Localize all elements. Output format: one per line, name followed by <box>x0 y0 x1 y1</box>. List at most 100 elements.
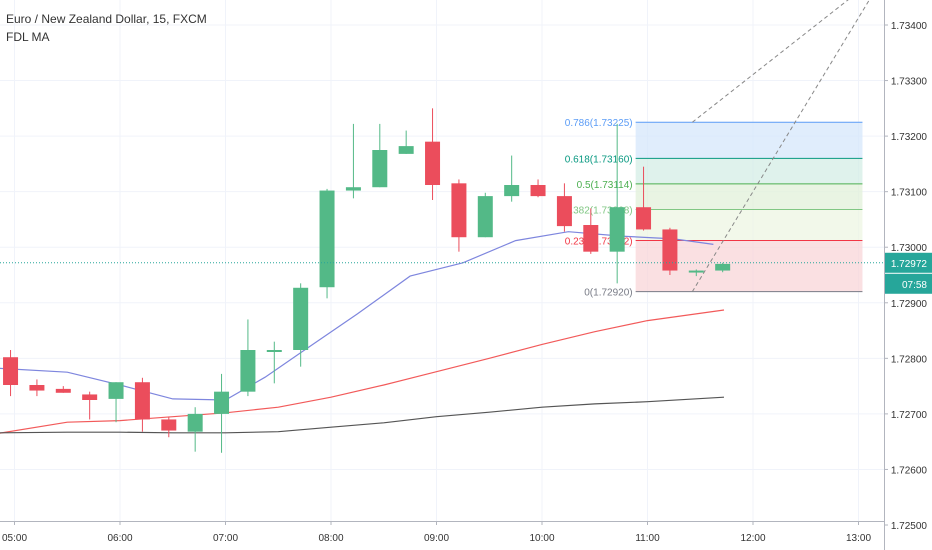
time-tick-label: 11:00 <box>635 533 660 544</box>
countdown-badge <box>885 273 932 294</box>
time-tick-label: 09:00 <box>424 533 449 544</box>
fib-zone <box>635 183 863 210</box>
last-price-label: 1.72972 <box>891 259 928 270</box>
candle-body <box>187 413 203 432</box>
candle <box>266 341 282 384</box>
candle <box>345 123 361 199</box>
candle-body <box>108 382 124 399</box>
candle-body <box>583 225 599 252</box>
candle <box>29 379 45 397</box>
fib-trend-line <box>691 0 870 292</box>
price-axis[interactable]: 1.72500 1.72600 1.72700 1.72800 1.72900 1.730… <box>884 0 932 550</box>
candle <box>82 391 98 420</box>
candle <box>425 108 441 200</box>
price-tick-label: 1.73200 <box>891 132 928 143</box>
candle <box>477 192 493 238</box>
time-axis[interactable]: 05:00 06:00 07:00 08:00 09:00 10:00 11:00 12:00… <box>0 521 884 550</box>
candle-body <box>556 196 572 227</box>
fib-level-label: 0(1.72920) <box>584 288 632 299</box>
candle <box>134 377 150 432</box>
candle <box>187 407 203 452</box>
fib-zone <box>635 122 863 159</box>
fibonacci-retracement[interactable]: 0.786(1.73225) 0.618(1.73160) 0.5(1.73114)… <box>565 0 875 299</box>
candle-body <box>688 270 704 273</box>
time-tick-label: 13:00 <box>846 533 871 544</box>
candle <box>372 123 388 188</box>
candle-body <box>715 263 731 271</box>
price-tick-label: 1.73100 <box>891 188 928 199</box>
candle-body <box>530 185 546 197</box>
candle <box>504 155 520 202</box>
candle-body <box>82 394 98 400</box>
indicator-label[interactable]: FDL MA <box>6 30 50 44</box>
candle-body <box>504 185 520 197</box>
candle <box>451 179 467 252</box>
time-tick-label: 06:00 <box>107 533 132 544</box>
last-price-badge <box>885 252 932 273</box>
candle <box>688 269 704 277</box>
candle <box>583 208 599 254</box>
fib-level-label: 0.5(1.73114) <box>577 180 633 191</box>
candle-body <box>398 146 414 154</box>
candle-body <box>266 350 282 352</box>
chart-legend: Euro / New Zealand Dollar, 15, FXCM FDL … <box>6 10 207 46</box>
candle-body <box>55 388 71 393</box>
candle <box>108 382 124 423</box>
price-tick-label: 1.73400 <box>891 21 928 32</box>
candle-body <box>372 150 388 188</box>
candle-body <box>29 385 45 391</box>
time-tick-label: 05:00 <box>2 533 27 544</box>
fib-level-label: 0.786(1.73225) <box>565 118 633 129</box>
fib-level-label: 0.618(1.73160) <box>565 154 633 165</box>
fib-level-label: 0.382(1.73068) <box>565 205 633 216</box>
symbol-title[interactable]: Euro / New Zealand Dollar, 15, FXCM <box>6 12 207 26</box>
time-tick-label: 12:00 <box>740 533 765 544</box>
moving-averages <box>0 231 725 434</box>
candle <box>530 179 546 198</box>
fib-trend-line <box>692 0 849 123</box>
price-tick-label: 1.72800 <box>891 354 928 365</box>
time-tick-label: 07:00 <box>213 533 238 544</box>
candle-body <box>636 207 652 230</box>
candle <box>240 319 256 397</box>
price-tick-label: 1.72500 <box>891 521 928 532</box>
candle-body <box>345 187 361 191</box>
price-tick-label: 1.72900 <box>891 299 928 310</box>
candle <box>609 123 625 284</box>
candle-body <box>161 419 177 431</box>
candle-body <box>134 382 150 420</box>
candle-body <box>3 357 19 385</box>
candle-body <box>240 350 256 392</box>
price-tick-label: 1.73300 <box>891 77 928 88</box>
candle <box>3 350 19 397</box>
price-tick-label: 1.73000 <box>891 243 928 254</box>
candle <box>398 130 414 154</box>
fib-zone <box>635 158 863 184</box>
candle <box>293 283 309 367</box>
time-tick-label: 10:00 <box>529 533 554 544</box>
time-tick-label: 08:00 <box>318 533 343 544</box>
candle-body <box>293 287 309 350</box>
candle <box>662 227 678 275</box>
price-tick-label: 1.72600 <box>891 465 928 476</box>
fib-level-label: 0.236(1.73012) <box>565 237 633 248</box>
candle-body <box>425 141 441 185</box>
candle-body <box>319 190 335 288</box>
candle <box>161 416 177 438</box>
price-tick-label: 1.72700 <box>891 410 928 421</box>
ma-line <box>0 396 725 434</box>
candle <box>556 183 572 232</box>
candle <box>636 166 652 231</box>
candle <box>55 386 71 393</box>
countdown-label: 07:58 <box>902 280 927 291</box>
candle <box>214 373 230 453</box>
candle <box>715 262 731 273</box>
candle <box>319 188 335 299</box>
candle-body <box>214 391 230 414</box>
candle-body <box>451 183 467 238</box>
candle-body <box>477 196 493 238</box>
candle-body <box>662 229 678 271</box>
time-axis-background <box>0 521 884 550</box>
ma-line <box>0 309 725 434</box>
